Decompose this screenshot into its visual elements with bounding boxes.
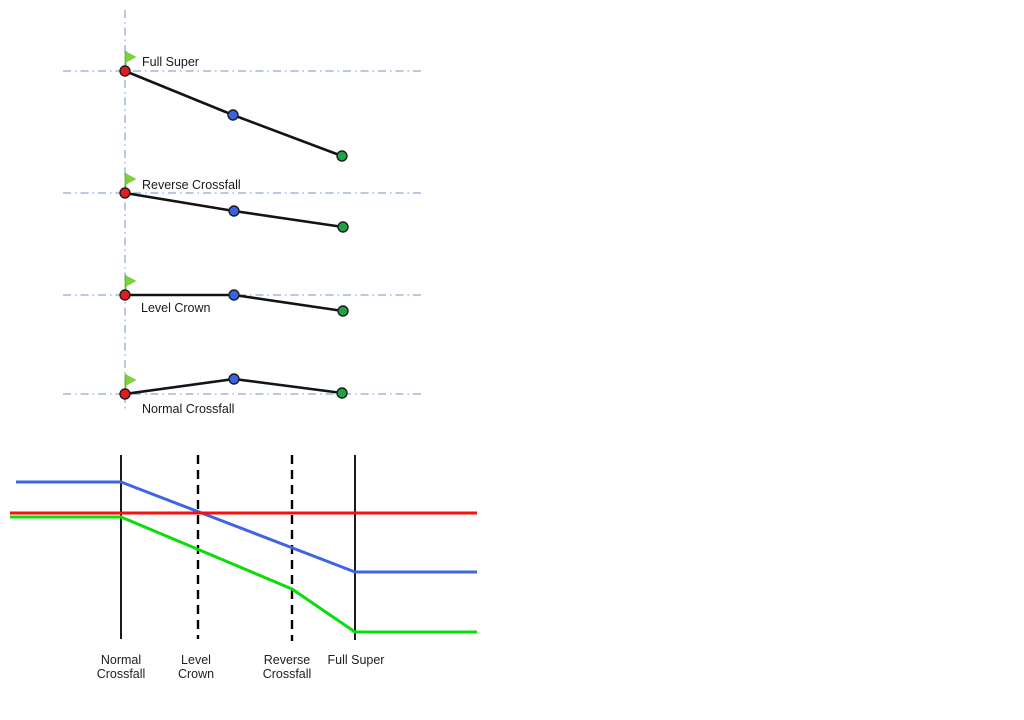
cross-section-full-super: Full Super [63,51,425,162]
crown-point-marker [228,205,240,217]
cross-section-reverse-crossfall: Reverse Crossfall [63,173,425,233]
section-label: Level Crown [141,301,211,315]
edge-point-marker [336,150,348,162]
section-label: Normal Crossfall [142,402,234,416]
station-label-full-super: Full Super [328,653,385,667]
flag-icon [125,374,137,386]
inside-edge-profile-line [16,480,477,574]
section-label: Reverse Crossfall [142,178,241,192]
section-label: Full Super [142,55,199,69]
station-label-level-crown: Level Crown [178,653,214,681]
cross-section-normal-crossfall: Normal Crossfall [63,373,425,416]
station-label-line2: Crossfall [97,667,146,681]
flag-icon [125,275,137,287]
edge-point-marker [337,305,349,317]
crown-point-marker [228,289,240,301]
station-label-line2: Crossfall [263,667,312,681]
transition-profile-group: Normal Crossfall Level Crown Reverse Cro… [10,455,477,681]
flag-icon [125,173,137,185]
station-label-line1: Full Super [328,653,385,667]
edge-point-marker [336,387,348,399]
cross-section-level-crown: Level Crown [63,275,425,317]
station-label-line1: Normal [101,653,141,667]
pivot-point-marker [119,289,131,301]
edge-point-marker [337,221,349,233]
station-label-line1: Level [181,653,211,667]
outside-edge-profile-line [10,515,477,634]
crown-point-marker [227,109,239,121]
cross-sections-group: Full Super Reverse Crossfall Level Crown [63,10,425,416]
station-label-line2: Crown [178,667,214,681]
station-label-normal-crossfall: Normal Crossfall [97,653,146,681]
station-label-line1: Reverse [264,653,311,667]
station-label-reverse-crossfall: Reverse Crossfall [263,653,312,681]
crown-point-marker [228,373,240,385]
flag-icon [125,51,137,63]
pivot-point-marker [119,65,131,77]
pivot-point-marker [119,187,131,199]
pivot-point-marker [119,388,131,400]
